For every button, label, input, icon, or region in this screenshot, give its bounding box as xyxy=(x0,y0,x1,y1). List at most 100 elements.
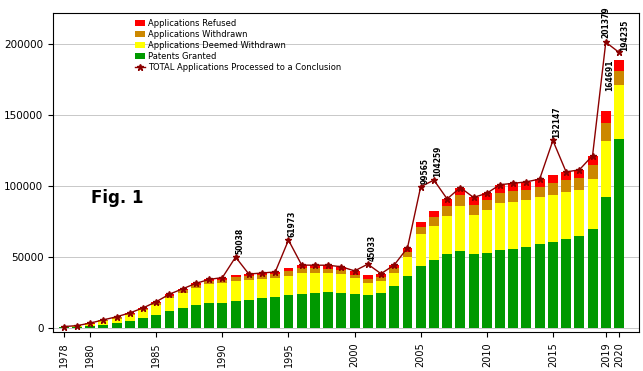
Bar xyxy=(296,268,307,273)
Bar xyxy=(177,289,188,290)
Bar xyxy=(125,315,135,321)
Bar xyxy=(270,278,280,297)
Bar xyxy=(601,141,611,197)
Bar xyxy=(601,197,611,328)
TOTAL Applications Processed to a Conclusion xyxy=(271,270,279,274)
Bar xyxy=(284,271,293,276)
Bar xyxy=(376,278,386,281)
TOTAL Applications Processed to a Conclusion xyxy=(86,321,94,325)
Bar xyxy=(521,182,531,190)
Bar xyxy=(323,269,333,273)
TOTAL Applications Processed to a Conclusion xyxy=(496,183,504,187)
TOTAL Applications Processed to a Conclusion xyxy=(615,50,623,55)
Bar xyxy=(455,196,466,206)
Bar xyxy=(495,185,505,193)
TOTAL Applications Processed to a Conclusion xyxy=(152,299,160,304)
Bar xyxy=(416,266,426,328)
Bar xyxy=(165,311,174,328)
Bar xyxy=(336,267,347,270)
TOTAL Applications Processed to a Conclusion xyxy=(205,277,213,282)
Bar xyxy=(442,254,452,328)
Bar xyxy=(429,211,439,217)
TOTAL Applications Processed to a Conclusion xyxy=(126,311,134,315)
TOTAL Applications Processed to a Conclusion xyxy=(549,138,557,143)
TOTAL Applications Processed to a Conclusion xyxy=(390,263,398,267)
Bar xyxy=(561,239,571,328)
TOTAL Applications Processed to a Conclusion xyxy=(166,292,174,296)
TOTAL Applications Processed to a Conclusion xyxy=(113,315,120,319)
TOTAL Applications Processed to a Conclusion xyxy=(73,324,81,328)
Bar xyxy=(177,290,188,293)
Bar xyxy=(521,247,531,328)
TOTAL Applications Processed to a Conclusion xyxy=(338,265,345,269)
Text: 104259: 104259 xyxy=(433,146,442,177)
Bar xyxy=(138,308,148,309)
Bar xyxy=(296,265,307,268)
TOTAL Applications Processed to a Conclusion xyxy=(470,195,478,200)
Bar xyxy=(112,323,122,328)
Bar xyxy=(191,305,201,328)
Bar xyxy=(469,197,478,204)
Bar xyxy=(469,204,478,214)
Bar xyxy=(231,301,240,328)
Bar xyxy=(86,323,95,324)
TOTAL Applications Processed to a Conclusion xyxy=(285,238,293,242)
Bar xyxy=(363,279,373,283)
Bar xyxy=(363,295,373,328)
Bar xyxy=(614,60,624,71)
Bar xyxy=(98,325,108,328)
Bar xyxy=(112,318,122,319)
TOTAL Applications Processed to a Conclusion xyxy=(417,184,424,189)
Bar xyxy=(112,317,122,318)
Bar xyxy=(376,281,386,293)
Bar xyxy=(177,293,188,308)
Bar xyxy=(191,283,201,285)
Bar xyxy=(403,257,412,276)
Bar xyxy=(442,206,452,216)
Bar xyxy=(138,309,148,311)
Bar xyxy=(165,298,174,311)
Bar xyxy=(455,188,466,196)
Bar xyxy=(508,249,518,328)
TOTAL Applications Processed to a Conclusion xyxy=(589,153,597,158)
Bar xyxy=(244,274,254,276)
Bar xyxy=(376,274,386,278)
Bar xyxy=(389,265,399,269)
Bar xyxy=(98,321,108,325)
Bar xyxy=(191,285,201,288)
TOTAL Applications Processed to a Conclusion xyxy=(404,246,412,250)
Bar xyxy=(151,315,161,328)
Bar xyxy=(323,265,333,269)
Bar xyxy=(257,298,267,328)
Bar xyxy=(98,320,108,321)
Bar xyxy=(495,193,505,203)
TOTAL Applications Processed to a Conclusion xyxy=(562,170,570,174)
Bar xyxy=(350,275,359,278)
Bar xyxy=(125,313,135,314)
Bar xyxy=(191,288,201,305)
Text: 99565: 99565 xyxy=(420,158,429,184)
Bar xyxy=(363,283,373,295)
TOTAL Applications Processed to a Conclusion xyxy=(192,281,200,286)
Bar xyxy=(177,308,188,328)
Bar xyxy=(217,302,228,328)
TOTAL Applications Processed to a Conclusion xyxy=(298,263,305,267)
TOTAL Applications Processed to a Conclusion xyxy=(60,324,68,329)
Bar xyxy=(455,206,466,252)
Legend: Applications Refused, Applications Withdrawn, Applications Deemed Withdrawn, Pat: Applications Refused, Applications Withd… xyxy=(134,17,343,74)
Bar xyxy=(482,193,492,200)
Bar xyxy=(204,284,214,303)
Bar xyxy=(231,275,240,277)
Bar xyxy=(296,273,307,294)
Text: 45033: 45033 xyxy=(367,235,376,261)
Bar xyxy=(389,286,399,328)
Bar xyxy=(310,273,320,293)
TOTAL Applications Processed to a Conclusion xyxy=(523,180,530,184)
Bar xyxy=(151,303,161,305)
Bar xyxy=(561,172,571,180)
Bar xyxy=(601,123,611,141)
Bar xyxy=(588,179,597,229)
Bar xyxy=(601,111,611,123)
Bar xyxy=(112,319,122,323)
Text: 164691: 164691 xyxy=(605,60,614,92)
